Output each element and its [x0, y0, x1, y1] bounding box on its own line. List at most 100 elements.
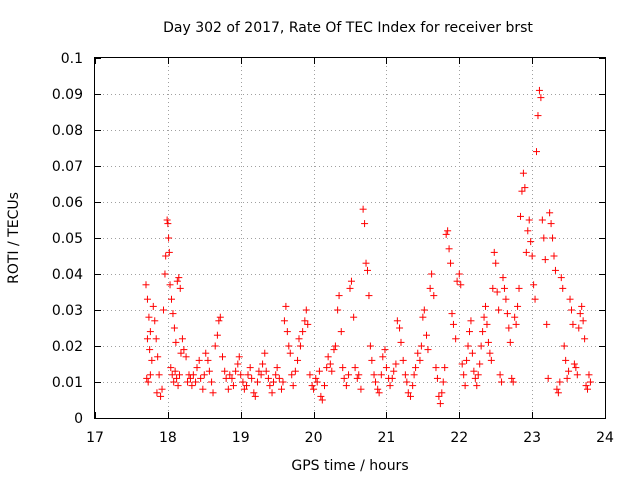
data-point	[255, 367, 263, 375]
data-point	[397, 338, 405, 346]
data-point	[224, 385, 232, 393]
data-point	[464, 342, 472, 350]
data-point	[204, 356, 212, 364]
data-point	[208, 378, 216, 386]
data-point	[502, 295, 510, 303]
data-point	[339, 364, 347, 372]
data-point	[482, 302, 490, 310]
data-point	[146, 328, 154, 336]
data-point	[205, 367, 213, 375]
data-point	[458, 360, 466, 368]
chart-title: Day 302 of 2017, Rate Of TEC Index for r…	[163, 20, 533, 36]
data-point	[455, 270, 463, 278]
y-tick-label: 0.04	[52, 267, 83, 283]
data-point	[261, 349, 269, 357]
data-point	[353, 374, 361, 382]
x-tick-labels: 17 18 19 20 21 22 23 24	[86, 430, 614, 446]
data-point	[215, 317, 223, 325]
data-point	[506, 338, 514, 346]
data-point	[582, 382, 590, 390]
data-point	[554, 389, 562, 397]
data-point	[525, 216, 533, 224]
data-point	[549, 234, 557, 242]
x-tick-label: 17	[86, 430, 104, 446]
data-point	[244, 371, 252, 379]
data-point	[289, 382, 297, 390]
data-point	[270, 378, 277, 386]
data-point	[315, 367, 323, 375]
data-point	[471, 374, 479, 382]
data-point	[251, 392, 259, 400]
y-tick-label: 0.06	[52, 195, 83, 211]
data-point	[268, 389, 276, 397]
data-point	[473, 382, 481, 390]
data-point	[474, 371, 482, 379]
data-point	[169, 310, 177, 318]
data-point	[186, 374, 194, 382]
data-point	[535, 86, 543, 94]
data-point	[240, 385, 248, 393]
data-point	[461, 382, 469, 390]
data-point	[363, 266, 371, 274]
data-point	[514, 302, 522, 310]
data-point	[569, 320, 577, 328]
data-point	[158, 385, 166, 393]
data-point	[557, 274, 565, 282]
data-point	[537, 94, 545, 102]
data-point	[489, 284, 497, 292]
y-tick-labels: 0 0.01 0.02 0.03 0.04 0.05 0.06 0.07 0.08 0.09 0.1	[52, 51, 83, 427]
data-point	[573, 371, 581, 379]
data-point	[209, 389, 217, 397]
data-point	[414, 349, 422, 357]
data-point	[579, 317, 587, 325]
axis-ticks	[95, 58, 606, 419]
data-point	[572, 364, 580, 372]
x-tick-label: 23	[523, 430, 541, 446]
data-point	[278, 385, 286, 393]
data-point	[324, 353, 332, 361]
data-point	[250, 389, 258, 397]
data-point	[477, 342, 485, 350]
data-point	[498, 378, 506, 386]
data-point	[145, 313, 153, 321]
data-point	[232, 367, 240, 375]
data-point	[211, 342, 219, 350]
data-point	[551, 266, 559, 274]
data-point	[182, 353, 190, 361]
data-point	[165, 248, 173, 256]
data-point	[168, 295, 175, 303]
data-point	[175, 274, 183, 282]
data-point	[503, 310, 511, 318]
data-point	[516, 212, 524, 220]
data-point	[172, 338, 180, 346]
data-point	[463, 356, 471, 364]
data-point	[375, 389, 383, 397]
data-point	[562, 356, 570, 364]
data-point	[377, 371, 385, 379]
data-point	[409, 382, 417, 390]
data-point	[166, 281, 174, 289]
data-point	[390, 367, 398, 375]
data-point	[547, 220, 555, 228]
data-point	[559, 284, 567, 292]
data-point	[361, 220, 369, 228]
x-tick-label: 21	[378, 430, 396, 446]
data-point	[235, 353, 243, 361]
data-point	[467, 317, 475, 325]
data-point	[199, 385, 207, 393]
data-point	[576, 310, 584, 318]
data-point	[448, 310, 456, 318]
data-point	[306, 371, 314, 379]
data-point	[530, 281, 538, 289]
data-point	[470, 367, 478, 375]
data-point	[399, 356, 407, 364]
data-point	[257, 371, 265, 379]
data-point	[170, 324, 178, 332]
data-point	[326, 360, 334, 368]
data-point	[457, 281, 465, 289]
data-point	[350, 313, 358, 321]
data-point	[272, 371, 280, 379]
data-point	[253, 378, 261, 386]
data-point	[479, 328, 487, 336]
data-point	[248, 374, 256, 382]
